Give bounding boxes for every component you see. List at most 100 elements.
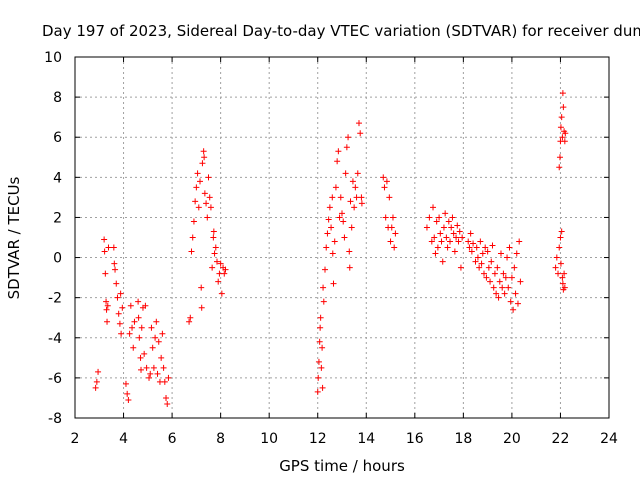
data-point: [430, 204, 437, 211]
data-point: [448, 224, 455, 231]
data-point: [389, 214, 396, 221]
data-point: [343, 144, 350, 151]
data-point: [450, 230, 457, 237]
data-point: [479, 250, 486, 257]
data-point: [215, 278, 222, 285]
data-point: [561, 270, 568, 277]
data-point: [381, 184, 388, 191]
data-point: [194, 170, 201, 177]
data-point: [147, 370, 154, 377]
data-point: [516, 238, 523, 245]
y-tick-label: 6: [53, 130, 62, 146]
data-point: [386, 194, 393, 201]
data-points: [92, 90, 569, 407]
y-tick-label: -4: [48, 331, 62, 347]
data-point: [345, 134, 352, 141]
data-point: [319, 384, 326, 391]
data-point: [388, 224, 395, 231]
y-axis-label: SDTVAR / TECUs: [5, 176, 23, 299]
x-tick-label: 24: [600, 431, 618, 447]
x-tick-label: 4: [119, 431, 128, 447]
data-point: [101, 236, 108, 243]
data-point: [505, 284, 512, 291]
data-point: [426, 214, 433, 221]
data-point: [153, 318, 160, 325]
data-point: [135, 314, 142, 321]
data-point: [431, 234, 438, 241]
data-point: [212, 244, 219, 251]
data-point: [317, 314, 324, 321]
data-point: [155, 338, 162, 345]
data-point: [112, 266, 119, 273]
data-point: [314, 388, 321, 395]
data-point: [468, 248, 475, 255]
data-point: [101, 248, 108, 255]
data-point: [334, 158, 341, 165]
data-point: [158, 354, 165, 361]
data-point: [342, 170, 349, 177]
data-point: [152, 334, 159, 341]
data-point: [354, 170, 361, 177]
data-point: [337, 194, 344, 201]
data-point: [154, 370, 161, 377]
data-point: [556, 164, 563, 171]
data-point: [383, 178, 390, 185]
data-point: [336, 214, 343, 221]
x-tick-label: 2: [71, 431, 80, 447]
data-point: [470, 240, 477, 247]
data-point: [149, 344, 156, 351]
data-point: [442, 210, 449, 217]
data-point: [92, 384, 99, 391]
data-point: [95, 368, 102, 375]
data-point: [380, 174, 387, 181]
data-point: [105, 244, 112, 251]
data-point: [332, 184, 339, 191]
data-point: [557, 124, 564, 131]
data-point: [346, 264, 353, 271]
data-point: [199, 160, 206, 167]
data-point: [188, 248, 195, 255]
data-point: [320, 298, 327, 305]
data-point: [478, 260, 485, 267]
y-tick-label: -2: [48, 291, 62, 307]
data-point: [326, 204, 333, 211]
data-point: [453, 234, 460, 241]
data-point: [111, 260, 118, 267]
data-point: [124, 390, 131, 397]
data-point: [455, 238, 462, 245]
data-point: [346, 248, 353, 255]
data-point: [447, 238, 454, 245]
data-point: [198, 284, 205, 291]
data-point: [347, 198, 354, 205]
data-point: [104, 302, 111, 309]
data-point: [444, 244, 451, 251]
data-point: [510, 306, 517, 313]
data-point: [103, 306, 110, 313]
data-point: [472, 258, 479, 265]
data-point: [440, 224, 447, 231]
data-point: [150, 364, 157, 371]
data-point: [507, 298, 514, 305]
data-point: [323, 244, 330, 251]
data-point: [555, 270, 562, 277]
data-point: [93, 378, 100, 385]
data-point: [473, 244, 480, 251]
data-point: [142, 302, 149, 309]
data-point: [438, 238, 445, 245]
data-point: [512, 290, 519, 297]
x-tick-labels: 2 4 6 8 10 12 14 16 18 20 22 24: [71, 57, 618, 447]
chart-title: Day 197 of 2023, Sidereal Day-to-day VTE…: [42, 22, 640, 40]
data-point: [445, 218, 452, 225]
data-point: [494, 264, 501, 271]
data-point: [496, 278, 503, 285]
data-point: [218, 290, 225, 297]
data-point: [198, 304, 205, 311]
data-point: [491, 270, 498, 277]
data-point: [504, 254, 511, 261]
data-point: [113, 280, 120, 287]
data-point: [387, 238, 394, 245]
plot-frame: [74, 56, 610, 419]
data-point: [159, 330, 166, 337]
data-point: [213, 258, 220, 265]
x-tick-label: 10: [260, 431, 278, 447]
